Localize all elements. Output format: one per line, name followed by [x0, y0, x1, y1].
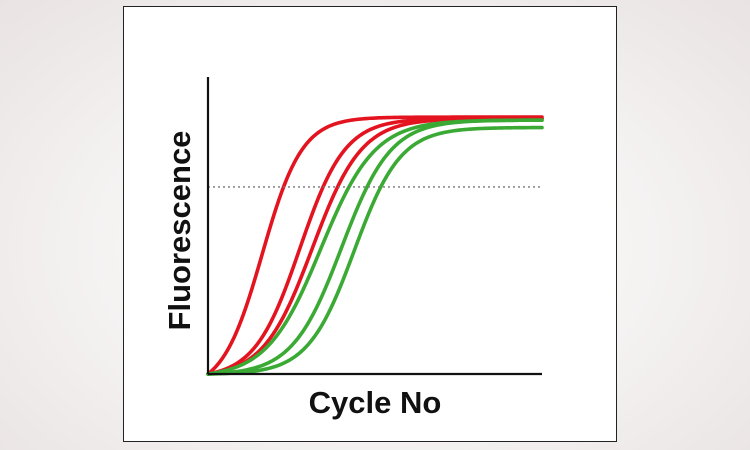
amplification-curve-5: [206, 118, 544, 376]
amplification-curve-2: [206, 116, 544, 376]
amplification-chart: Cycle No Fluorescence: [162, 77, 544, 420]
curves-layer: [206, 115, 544, 376]
amplification-curve-4: [206, 118, 544, 376]
chart-card: Cycle No Fluorescence: [123, 6, 617, 442]
y-axis-label: Fluorescence: [162, 131, 197, 331]
amplification-curve-3: [206, 116, 544, 376]
x-axis-label: Cycle No: [309, 385, 442, 420]
amplification-curve-6: [206, 125, 544, 376]
amplification-curve-1: [206, 115, 544, 376]
